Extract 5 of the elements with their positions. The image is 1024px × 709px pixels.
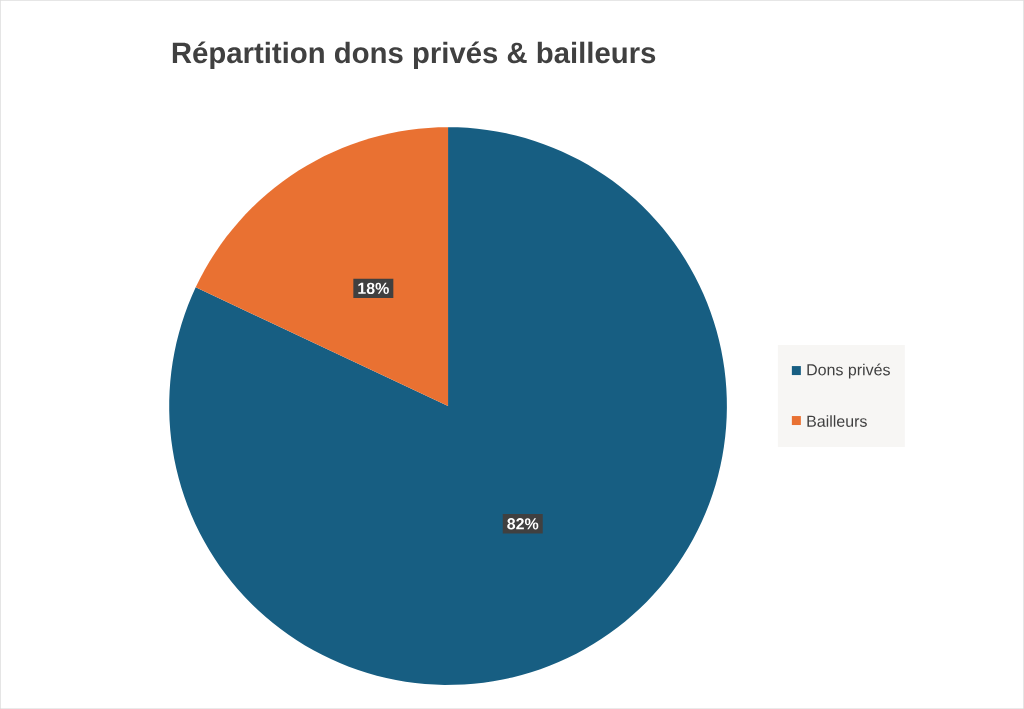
legend-label: Bailleurs bbox=[807, 415, 867, 427]
chart-title: Répartition dons privés & bailleurs bbox=[172, 41, 656, 69]
data-label: 18% bbox=[358, 282, 389, 294]
legend-label: Dons privés bbox=[807, 363, 890, 379]
data-label: 82% bbox=[507, 518, 539, 530]
